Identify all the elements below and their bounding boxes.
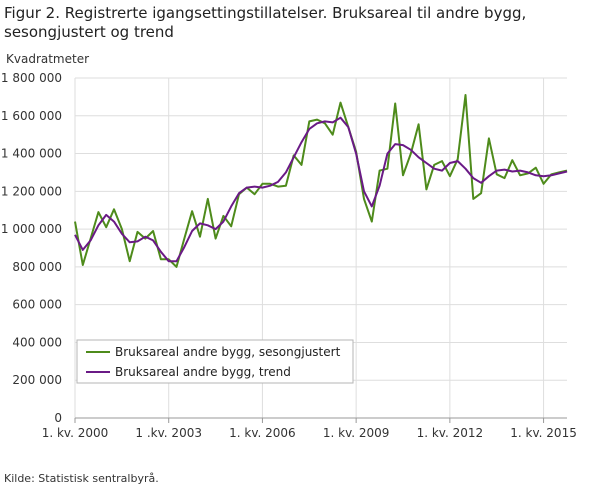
- x-tick-label: 1 .kv. 2003: [135, 426, 202, 440]
- x-tick-label: 1. kv. 2000: [42, 426, 109, 440]
- y-tick-label: 1 800 000: [1, 71, 62, 85]
- y-tick-labels: 0 200 000 400 000 600 000 800 000 1 000 000 1 …: [1, 71, 62, 425]
- figure-title: Figur 2. Registrerte igangsettingstillat…: [4, 4, 527, 41]
- legend-box: [76, 339, 354, 384]
- series-line-seasonal: [74, 94, 568, 268]
- axes: [74, 417, 567, 423]
- y-tick-label: 1 000 000: [1, 222, 62, 236]
- y-tick-label: 200 000: [12, 373, 62, 387]
- legend-label-seasonal: Bruksareal andre bygg, sesongjustert: [115, 345, 341, 359]
- y-tick-label: 800 000: [12, 260, 62, 274]
- x-tick-label: 1. kv. 2015: [510, 426, 577, 440]
- y-tick-label: 1 200 000: [1, 184, 62, 198]
- legend: Bruksareal andre bygg, sesongjustert Bru…: [76, 339, 354, 384]
- y-tick-label: 1 600 000: [1, 109, 62, 123]
- y-tick-label: 0: [54, 411, 62, 425]
- y-tick-label: 600 000: [12, 298, 62, 312]
- x-tick-label: 1. kv. 2006: [229, 426, 296, 440]
- legend-label-trend: Bruksareal andre bygg, trend: [115, 365, 291, 379]
- x-tick-labels: 1. kv. 2000 1 .kv. 2003 1. kv. 2006 1. kv. …: [42, 426, 577, 440]
- source-note: Kilde: Statistisk sentralbyrå.: [4, 472, 159, 485]
- x-tick-label: 1. kv. 2009: [323, 426, 390, 440]
- y-axis-unit-label: Kvadratmeter: [6, 52, 90, 66]
- x-tick-label: 1. kv. 2012: [417, 426, 484, 440]
- series-lines: [74, 94, 568, 268]
- y-tick-label: 1 400 000: [1, 147, 62, 161]
- series-line-trend: [74, 116, 568, 263]
- y-tick-label: 400 000: [12, 335, 62, 349]
